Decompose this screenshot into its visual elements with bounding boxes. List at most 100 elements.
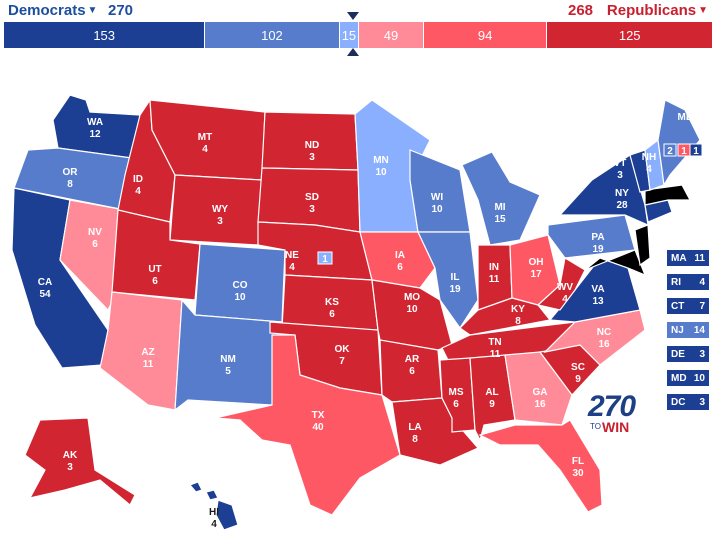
state-ev-WY: 3: [217, 216, 223, 227]
state-ev-NE: 4: [289, 262, 295, 273]
state-abbr-VA: VA: [591, 284, 604, 295]
republicans-label[interactable]: Republicans: [606, 2, 697, 19]
maine-atlarge-box[interactable]: [689, 143, 703, 157]
state-abbr-MI: MI: [494, 202, 505, 213]
state-abbr-IL: IL: [451, 272, 460, 283]
small-state-de[interactable]: DE 3: [666, 345, 710, 363]
republicans-dropdown[interactable]: Republicans ▼: [607, 2, 708, 19]
electoral-vote-bar: 153 102 15 49 94 125: [4, 22, 712, 48]
state-OR[interactable]: [13, 147, 133, 211]
small-state-ri[interactable]: RI 4: [666, 273, 710, 291]
small-state-abbr: DE: [671, 348, 685, 360]
state-abbr-ID: ID: [133, 174, 143, 185]
state-abbr-MS: MS: [449, 387, 464, 398]
state-abbr-WY: WY: [212, 204, 228, 215]
state-abbr-NE: NE: [285, 250, 299, 261]
state-MA[interactable]: [644, 184, 691, 206]
small-state-ma[interactable]: MA 11: [666, 249, 710, 267]
state-abbr-CA: CA: [38, 277, 52, 288]
state-ev-AR: 6: [409, 366, 415, 377]
state-NJ[interactable]: [634, 224, 651, 267]
state-abbr-PA: PA: [591, 232, 604, 243]
state-abbr-SD: SD: [305, 192, 319, 203]
state-MD[interactable]: [584, 249, 647, 277]
us-map: WA 12 OR 8 CA 54 NV 6 ID 4 MT 4 WY 3 UT 6 AZ 11 CO 10 NM 5 ND 3…: [0, 60, 716, 549]
maine-d1-box[interactable]: [663, 143, 677, 157]
bar-segment-safe-rep: 125: [547, 22, 712, 48]
state-ev-NV: 6: [92, 239, 98, 250]
state-abbr-OH: OH: [529, 257, 544, 268]
state-IA[interactable]: [359, 231, 436, 289]
nebraska-d2-box[interactable]: [317, 251, 333, 265]
state-abbr-NY: NY: [615, 188, 629, 199]
state-FL[interactable]: [478, 419, 603, 513]
state-ev-LA: 8: [412, 434, 418, 445]
state-ev-NH: 4: [646, 164, 652, 175]
small-state-md[interactable]: MD 10: [666, 369, 710, 387]
state-AK[interactable]: [24, 417, 136, 506]
state-abbr-VT: VT: [614, 158, 627, 169]
state-HI[interactable]: [188, 481, 239, 531]
state-ev-MS: 6: [453, 399, 459, 410]
small-state-ev: 4: [699, 276, 705, 288]
state-WI[interactable]: [409, 149, 471, 233]
democrats-label[interactable]: Democrats: [8, 2, 86, 19]
democrats-total: 270: [108, 2, 134, 19]
state-ev-OK: 7: [339, 356, 345, 367]
small-state-nj[interactable]: NJ 14: [666, 321, 710, 339]
bar-segment-likely-rep: 94: [423, 22, 548, 48]
maine-atlarge-label: 1: [693, 146, 699, 157]
state-abbr-NV: NV: [88, 227, 102, 238]
state-PA[interactable]: [547, 214, 636, 259]
bar-segment-safe-dem: 153: [4, 22, 206, 48]
state-ME[interactable]: [657, 99, 701, 187]
state-ev-HI: 4: [211, 519, 217, 530]
small-state-dc[interactable]: DC 3: [666, 393, 710, 411]
state-ev-MT: 4: [202, 144, 208, 155]
state-abbr-MT: MT: [198, 132, 212, 143]
state-abbr-AZ: AZ: [141, 347, 154, 358]
state-ev-PA: 19: [592, 244, 604, 255]
nebraska-d2-label: 1: [322, 254, 328, 265]
state-abbr-NH: NH: [642, 152, 656, 163]
state-ev-IN: 11: [489, 274, 500, 285]
state-GA[interactable]: [504, 351, 573, 426]
state-abbr-KY: KY: [511, 304, 525, 315]
logo-270towin: 270 TO WIN: [588, 390, 648, 436]
maine-d2-label: 1: [681, 146, 687, 157]
state-ev-WI: 10: [431, 204, 443, 215]
state-abbr-MO: MO: [404, 292, 420, 303]
democrats-dropdown[interactable]: Democrats ▼: [8, 2, 97, 19]
state-abbr-UT: UT: [148, 264, 161, 275]
state-ev-AK: 3: [67, 462, 73, 473]
state-abbr-ME: ME: [678, 112, 693, 123]
small-state-abbr: RI: [671, 276, 681, 288]
state-abbr-WV: WV: [557, 282, 573, 293]
state-abbr-LA: LA: [408, 422, 421, 433]
small-state-ev: 14: [693, 324, 705, 336]
state-ev-KY: 8: [515, 316, 521, 327]
small-state-ct[interactable]: CT 7: [666, 297, 710, 315]
chevron-down-icon[interactable]: ▼: [698, 5, 708, 16]
state-abbr-MN: MN: [373, 155, 389, 166]
maine-d1-label: 2: [667, 146, 673, 157]
state-ev-SC: 9: [575, 374, 581, 385]
state-abbr-GA: GA: [533, 387, 548, 398]
state-ev-GA: 16: [534, 399, 546, 410]
state-abbr-OK: OK: [335, 344, 351, 355]
state-abbr-AR: AR: [405, 354, 420, 365]
state-ev-AL: 9: [489, 399, 495, 410]
state-ev-UT: 6: [152, 276, 158, 287]
logo-number: 270: [588, 390, 636, 423]
chevron-down-icon[interactable]: ▼: [87, 5, 98, 16]
state-abbr-AK: AK: [63, 450, 78, 461]
state-abbr-KS: KS: [325, 297, 339, 308]
state-abbr-ND: ND: [305, 140, 319, 151]
state-ev-TX: 40: [312, 422, 324, 433]
logo-to: TO: [590, 422, 601, 431]
state-abbr-TN: TN: [488, 337, 501, 348]
state-ev-OH: 17: [530, 269, 542, 280]
state-ev-AZ: 11: [143, 359, 154, 370]
state-MI[interactable]: [461, 151, 541, 246]
state-TX[interactable]: [214, 334, 401, 516]
